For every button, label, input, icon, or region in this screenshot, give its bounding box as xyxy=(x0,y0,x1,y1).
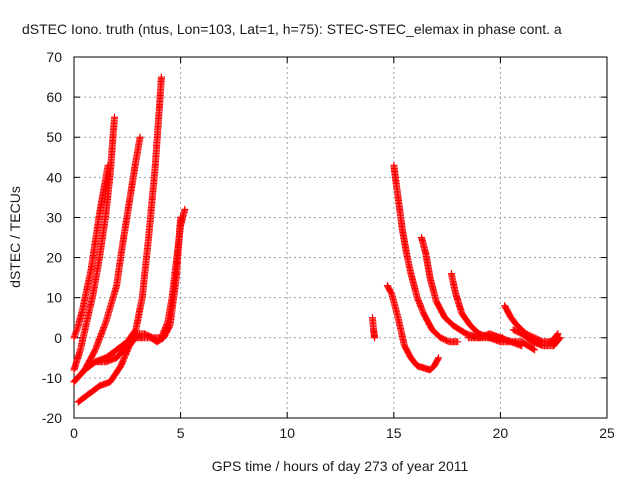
y-axis-label: dSTEC / TECUs xyxy=(7,186,23,288)
y-tick-label: 0 xyxy=(54,330,62,346)
series-8 xyxy=(383,282,443,374)
grid-lines xyxy=(74,57,607,418)
series-2 xyxy=(70,113,119,374)
series-8-markers xyxy=(383,282,443,374)
series-6-markers xyxy=(91,213,185,366)
y-tick-label: -20 xyxy=(42,410,62,426)
x-tick-label: 5 xyxy=(177,425,185,441)
series-7 xyxy=(369,314,379,342)
y-tick-label: -10 xyxy=(42,370,62,386)
y-tick-label: 50 xyxy=(46,129,62,145)
series-4-markers xyxy=(70,73,165,386)
series-13-markers xyxy=(501,302,562,346)
tick-labels: 0 5 10 15 20 25 -20 -10 0 10 20 30 40 50 60 70 xyxy=(42,49,615,441)
x-tick-label: 25 xyxy=(599,425,615,441)
x-tick-label: 15 xyxy=(386,425,402,441)
x-tick-label: 10 xyxy=(279,425,295,441)
x-axis-label: GPS time / hours of day 273 of year 2011 xyxy=(212,458,469,474)
series-9-markers xyxy=(390,161,462,346)
series-1-markers xyxy=(70,161,112,342)
series-12 xyxy=(464,330,539,354)
y-tick-label: 30 xyxy=(46,209,62,225)
y-tick-label: 40 xyxy=(46,169,62,185)
series-12-markers xyxy=(464,330,539,354)
chart-title: dSTEC Iono. truth (ntus, Lon=103, Lat=1,… xyxy=(22,21,562,37)
y-tick-label: 60 xyxy=(46,89,62,105)
series-1 xyxy=(70,161,112,342)
series-13 xyxy=(501,302,562,346)
y-tick-label: 20 xyxy=(46,250,62,266)
series-9 xyxy=(390,161,462,346)
series-2-markers xyxy=(70,113,119,374)
axis-ticks xyxy=(73,56,608,419)
y-tick-label: 10 xyxy=(46,290,62,306)
x-tick-label: 0 xyxy=(70,425,78,441)
plot-frame xyxy=(73,56,608,419)
series-6 xyxy=(91,213,185,366)
data-marks xyxy=(70,73,564,406)
x-tick-label: 20 xyxy=(493,425,509,441)
series-14 xyxy=(509,326,564,350)
series-4 xyxy=(70,73,165,386)
y-tick-label: 70 xyxy=(46,49,62,65)
series-14-markers xyxy=(509,326,564,350)
series-7-markers xyxy=(369,314,379,342)
